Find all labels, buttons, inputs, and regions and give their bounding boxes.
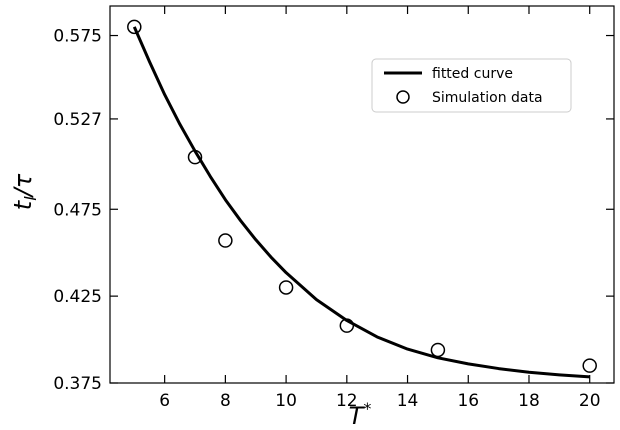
data-point (339, 318, 355, 333)
data-point (278, 280, 294, 295)
legend-label-fitted-curve: fitted curve (432, 66, 513, 82)
fitted-curve-series (132, 26, 590, 379)
y-tick-label: 0.527 (53, 110, 102, 130)
x-tick-label: 18 (518, 391, 540, 411)
data-point (127, 19, 142, 35)
legend: fitted curve Simulation data (371, 58, 572, 113)
y-tick-label: 0.475 (53, 200, 102, 220)
data-point (187, 149, 203, 165)
x-axis-title: T* (349, 399, 372, 430)
data-point (430, 342, 446, 358)
y-tick-label: 0.425 (53, 287, 102, 307)
x-tick-label: 14 (397, 391, 419, 411)
axes (109, 5, 615, 384)
x-tick-label: 12 (336, 391, 358, 411)
y-tick-label: 0.575 (53, 27, 102, 47)
y-axis-title: tl/τ (9, 173, 40, 210)
legend-label-simulation-data: Simulation data (432, 90, 543, 106)
x-tick-label: 16 (457, 391, 479, 411)
data-point (218, 233, 233, 248)
data-point (582, 358, 597, 373)
x-tick-label: 10 (275, 391, 297, 411)
ticks: 6 8 10 12 14 16 18 20 0.375 0.425 0.475 0.527 0.575 (53, 6, 614, 411)
x-tick-label: 6 (159, 391, 170, 411)
x-tick-label: 20 (579, 391, 601, 411)
y-tick-label: 0.375 (53, 374, 102, 394)
x-tick-label: 8 (220, 391, 231, 411)
plot-frame (109, 5, 615, 384)
simulation-data-series (127, 19, 597, 373)
fitted-curve-line (132, 26, 590, 379)
legend-circle-marker (396, 90, 410, 104)
